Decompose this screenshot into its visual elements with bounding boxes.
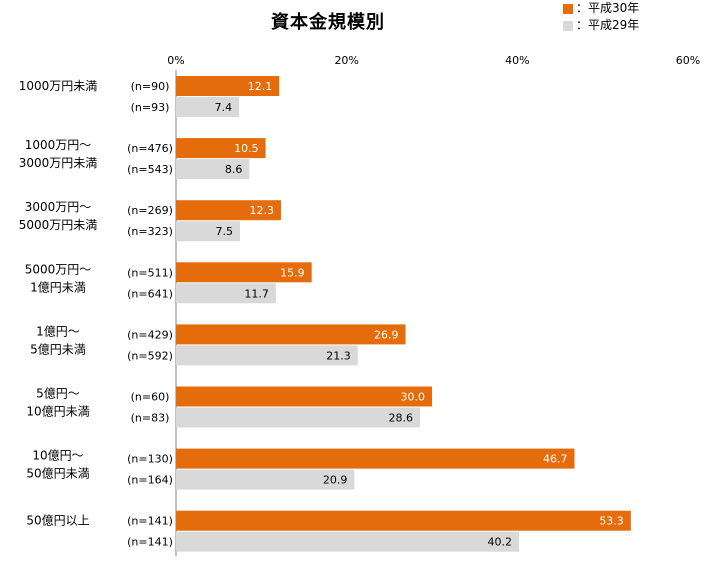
- bar: [176, 386, 432, 407]
- category-label: 50億円以上: [26, 514, 89, 528]
- bar-value-label: 21.3: [326, 349, 351, 362]
- bar-value-label: 7.5: [216, 225, 234, 238]
- bar: [176, 221, 240, 242]
- bar-value-label: 20.9: [323, 474, 348, 487]
- legend: ：平成30年 ：平成29年: [563, 0, 639, 34]
- bar-value-label: 46.7: [543, 453, 568, 466]
- x-tick-label: 0%: [167, 54, 184, 67]
- x-tick-label: 60%: [676, 54, 700, 67]
- bar: [176, 262, 312, 283]
- category-label: 3000万円～: [25, 200, 92, 214]
- category-label: 1億円未満: [30, 280, 86, 294]
- chart-title: 資本金規模別: [271, 12, 385, 33]
- bar: [176, 469, 355, 490]
- bar-value-label: 11.7: [244, 287, 269, 300]
- category-label: 1億円～: [36, 324, 80, 338]
- sample-size-label: (n=476): [127, 142, 173, 155]
- legend-item-h29: ：平成29年: [563, 17, 639, 34]
- bar: [176, 407, 421, 428]
- bar: [176, 138, 266, 159]
- sample-size-label: (n=164): [127, 474, 173, 487]
- bar: [176, 76, 280, 96]
- bar-value-label: 26.9: [374, 328, 399, 341]
- bar-value-label: 30.0: [401, 391, 426, 404]
- legend-item-h30: ：平成30年: [563, 0, 639, 17]
- legend-swatch-h29: [563, 20, 573, 31]
- legend-swatch-h30: [563, 3, 573, 14]
- sample-size-label: (n=269): [127, 204, 173, 217]
- category-label: 5億円～: [36, 387, 80, 401]
- x-tick-label: 20%: [334, 54, 358, 67]
- bar: [176, 324, 406, 345]
- category-label: 5000万円～: [25, 262, 92, 276]
- bar: [176, 448, 575, 469]
- legend-label-h29: ：平成29年: [576, 18, 640, 32]
- sample-size-label: (n=83): [131, 412, 170, 425]
- category-label: 5億円未満: [30, 342, 86, 356]
- sample-size-label: (n=130): [127, 453, 173, 466]
- bar-value-label: 12.3: [249, 204, 274, 217]
- sample-size-label: (n=323): [127, 225, 173, 238]
- sample-size-label: (n=429): [127, 328, 173, 341]
- sample-size-label: (n=90): [131, 80, 170, 93]
- bar: [176, 283, 276, 304]
- bar: [176, 510, 631, 531]
- bar: [176, 97, 240, 117]
- bar: [176, 159, 250, 180]
- category-label: 5000万円未満: [19, 218, 98, 232]
- bar-value-label: 15.9: [280, 266, 305, 279]
- category-label: 1000万円～: [25, 138, 92, 152]
- sample-size-label: (n=60): [131, 391, 170, 404]
- bar-value-label: 8.6: [225, 163, 243, 176]
- bar-value-label: 12.1: [248, 80, 273, 93]
- bar-value-label: 7.4: [215, 101, 233, 114]
- bar-value-label: 40.2: [488, 536, 513, 549]
- sample-size-label: (n=93): [131, 101, 170, 114]
- sample-size-label: (n=141): [127, 515, 173, 528]
- category-label: 50億円未満: [26, 467, 89, 481]
- legend-label-h30: ：平成30年: [576, 1, 640, 15]
- sample-size-label: (n=641): [127, 287, 173, 300]
- sample-size-label: (n=592): [127, 349, 173, 362]
- x-tick-label: 40%: [505, 54, 529, 67]
- category-label: 1000万円未満: [19, 79, 98, 93]
- bar: [176, 531, 520, 552]
- category-label: 10億円未満: [26, 405, 89, 419]
- category-label: 10億円～: [32, 449, 83, 463]
- bar: [176, 345, 358, 366]
- sample-size-label: (n=543): [127, 163, 173, 176]
- bar: [176, 200, 281, 221]
- category-label: 3000万円未満: [19, 156, 98, 170]
- sample-size-label: (n=141): [127, 536, 173, 549]
- bar-value-label: 28.6: [389, 412, 414, 425]
- bar-value-label: 10.5: [234, 142, 259, 155]
- sample-size-label: (n=511): [127, 266, 173, 279]
- bar-value-label: 53.3: [599, 515, 624, 528]
